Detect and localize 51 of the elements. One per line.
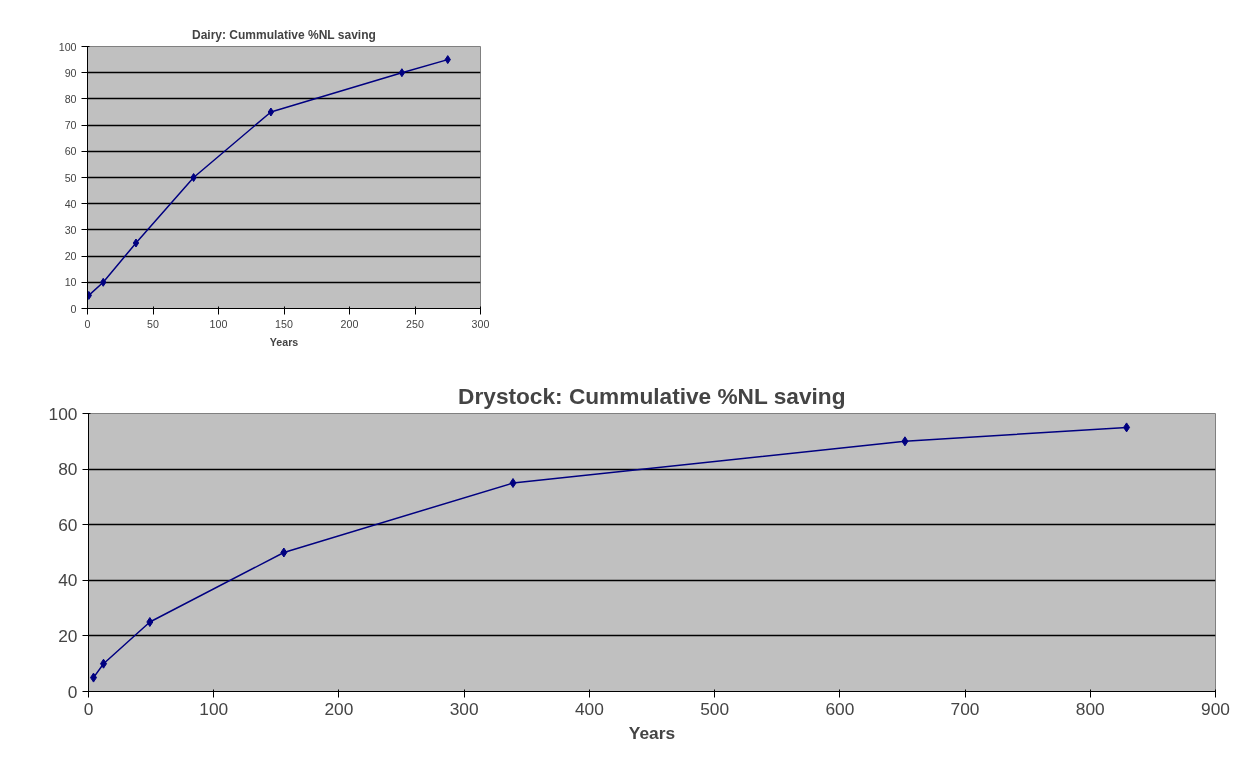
x-tick-label: 250 <box>406 317 424 330</box>
y-tick-label: 20 <box>58 625 78 646</box>
x-tick-label: 100 <box>209 317 228 330</box>
y-tick-label: 70 <box>64 119 77 132</box>
y-tick-label: 50 <box>64 171 77 184</box>
y-tick-label: 60 <box>64 145 77 158</box>
x-tick-label: 300 <box>471 317 490 330</box>
point <box>1123 422 1131 433</box>
y-tick-label: 100 <box>58 40 77 53</box>
x-tick-label: 500 <box>700 698 730 719</box>
y-tick-label: 0 <box>70 302 77 315</box>
y-tick-label: 10 <box>64 276 77 289</box>
x-tick-label: 50 <box>147 317 159 330</box>
x-tick-label: 900 <box>1201 698 1230 719</box>
chart-title: Dairy: Cummulative %NL saving <box>191 27 376 42</box>
point <box>267 107 275 117</box>
x-tick-label: 700 <box>950 698 980 719</box>
point <box>901 436 909 447</box>
x-axis-title: Years <box>628 722 676 743</box>
y-tick-label: 80 <box>64 92 77 105</box>
y-tick-label: 80 <box>58 459 78 480</box>
point <box>509 478 517 488</box>
y-tick-label: 90 <box>64 66 77 79</box>
chart-title: Drystock: Cummulative %NL saving <box>458 382 846 409</box>
point <box>100 277 107 287</box>
x-tick-label: 400 <box>574 698 604 719</box>
x-axis-title: Years <box>269 335 299 348</box>
x-tick-label: 800 <box>1075 698 1105 719</box>
x-tick-label: 0 <box>83 698 94 719</box>
x-tick-label: 0 <box>84 317 91 330</box>
y-tick-label: 100 <box>48 403 78 424</box>
point <box>90 672 98 683</box>
point <box>132 238 140 248</box>
x-tick-label: 200 <box>340 317 359 330</box>
x-tick-label: 150 <box>275 317 293 330</box>
y-tick-label: 40 <box>58 570 78 591</box>
x-tick-label: 100 <box>199 698 229 719</box>
y-tick-label: 30 <box>64 223 77 236</box>
point <box>398 68 406 78</box>
y-tick-label: 20 <box>64 250 77 263</box>
point <box>190 173 197 182</box>
point <box>146 617 154 627</box>
x-tick-label: 300 <box>449 698 479 719</box>
x-tick-label: 600 <box>825 698 855 719</box>
point <box>280 547 288 558</box>
point <box>100 658 108 669</box>
y-tick-label: 40 <box>64 197 77 210</box>
x-tick-label: 200 <box>324 698 354 719</box>
y-tick-label: 60 <box>58 514 78 535</box>
y-tick-label: 0 <box>67 681 78 702</box>
point <box>444 55 451 65</box>
